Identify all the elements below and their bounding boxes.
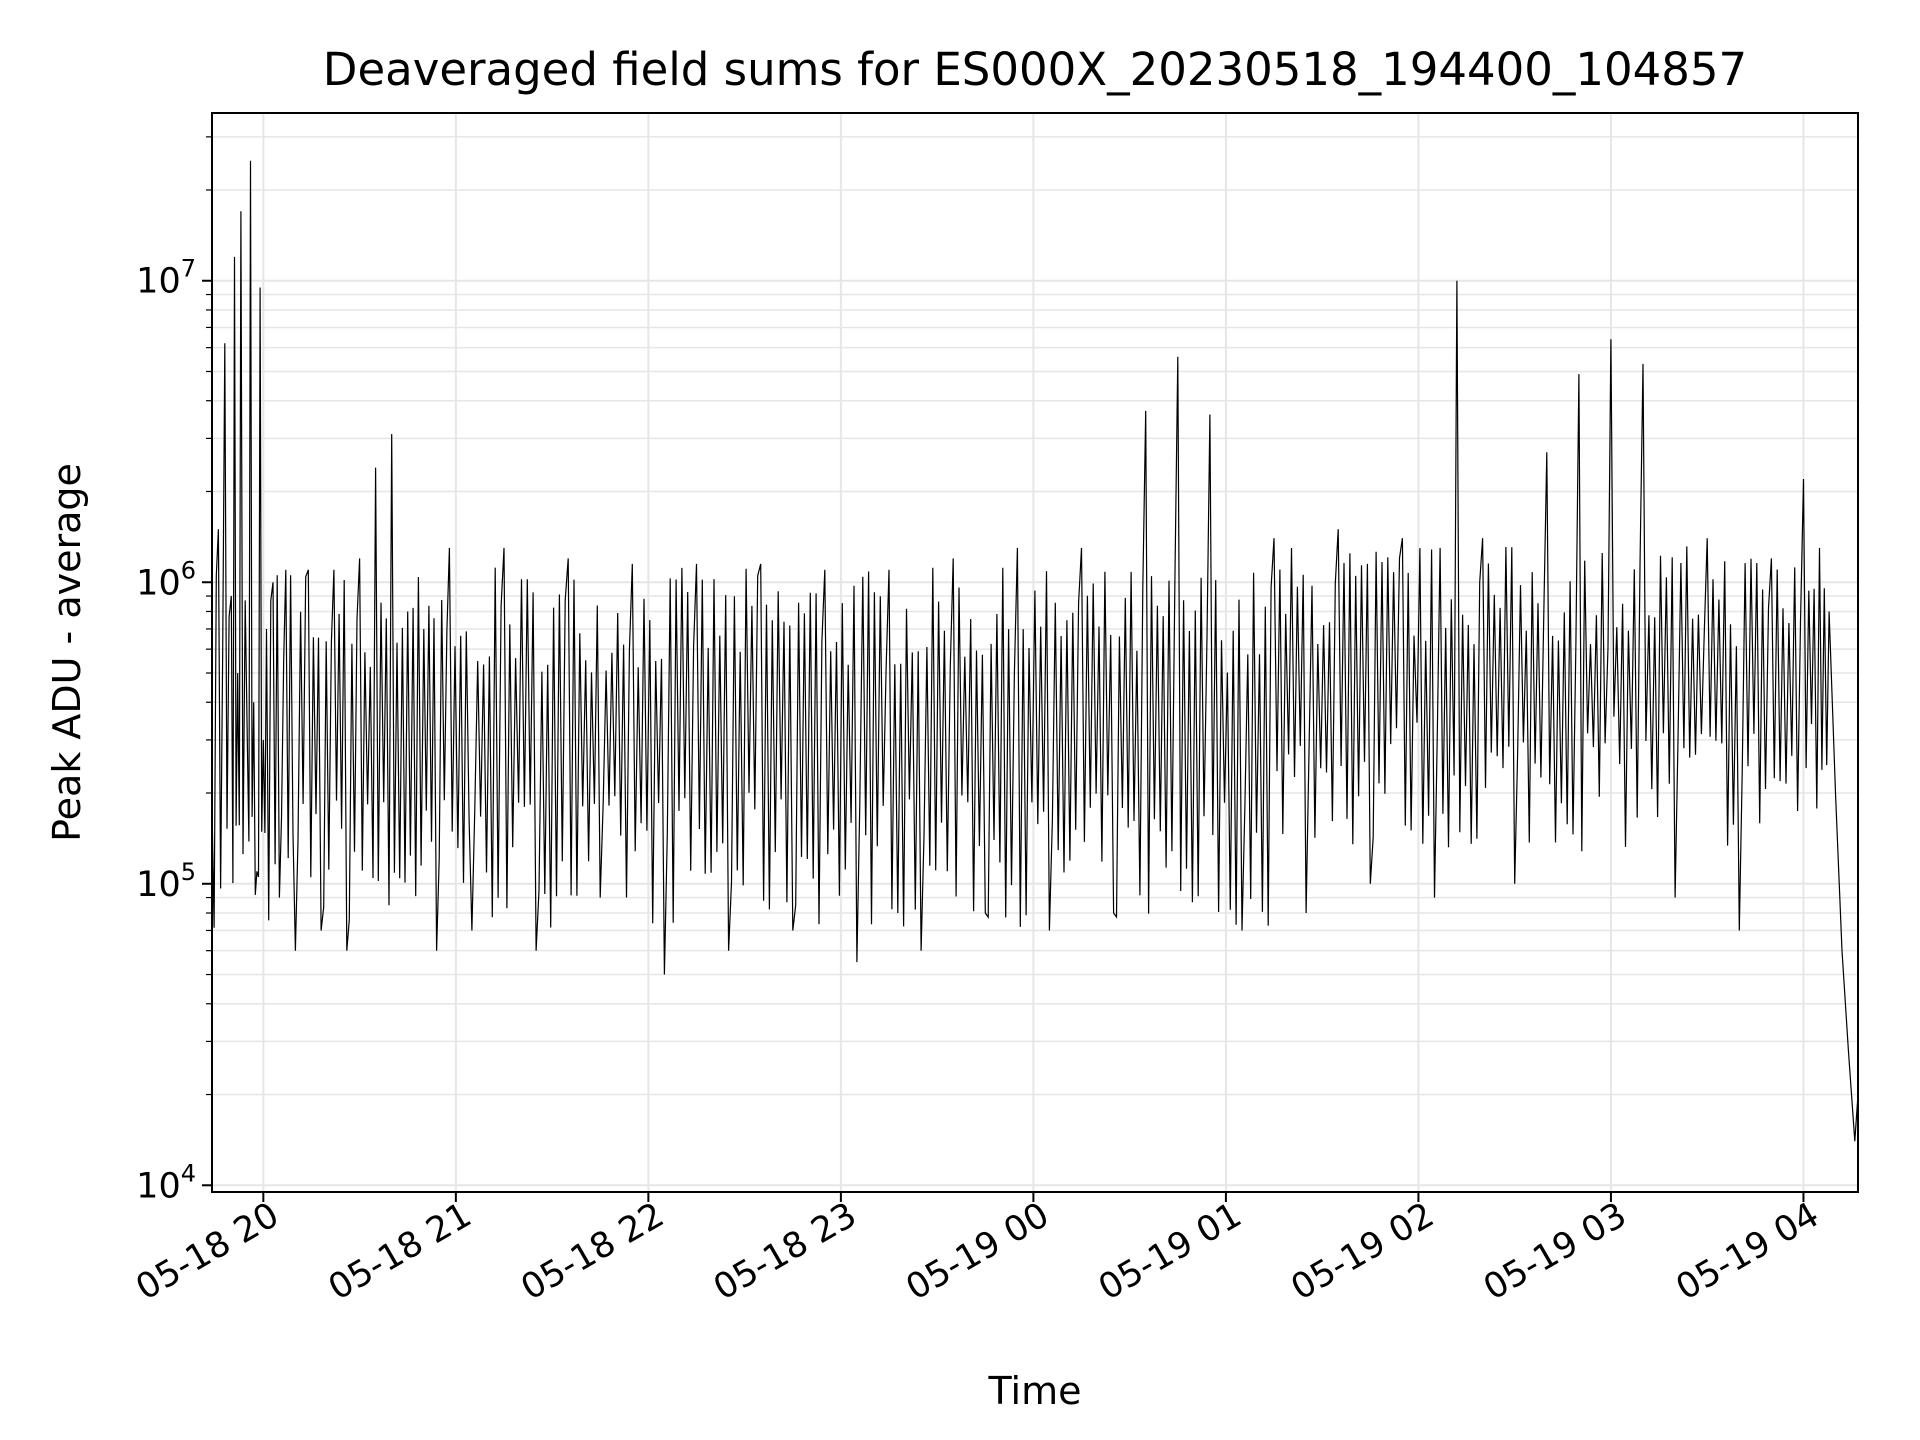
data-series-line [211, 160, 1859, 1142]
y-axis-label: Peak ADU - average [45, 463, 89, 842]
y-axis: 104 105 106 107 [136, 136, 212, 1206]
x-axis-label: Time [988, 1369, 1082, 1413]
y-tick-label: 107 [136, 255, 196, 302]
chart-title: Deaveraged field sums for ES000X_2023051… [323, 43, 1747, 96]
plot-area-frame [211, 112, 1859, 1193]
y-tick-label: 104 [136, 1159, 196, 1206]
y-tick-label: 106 [136, 556, 196, 603]
y-tick-label: 105 [136, 858, 196, 905]
major-gridlines [212, 113, 1858, 1192]
